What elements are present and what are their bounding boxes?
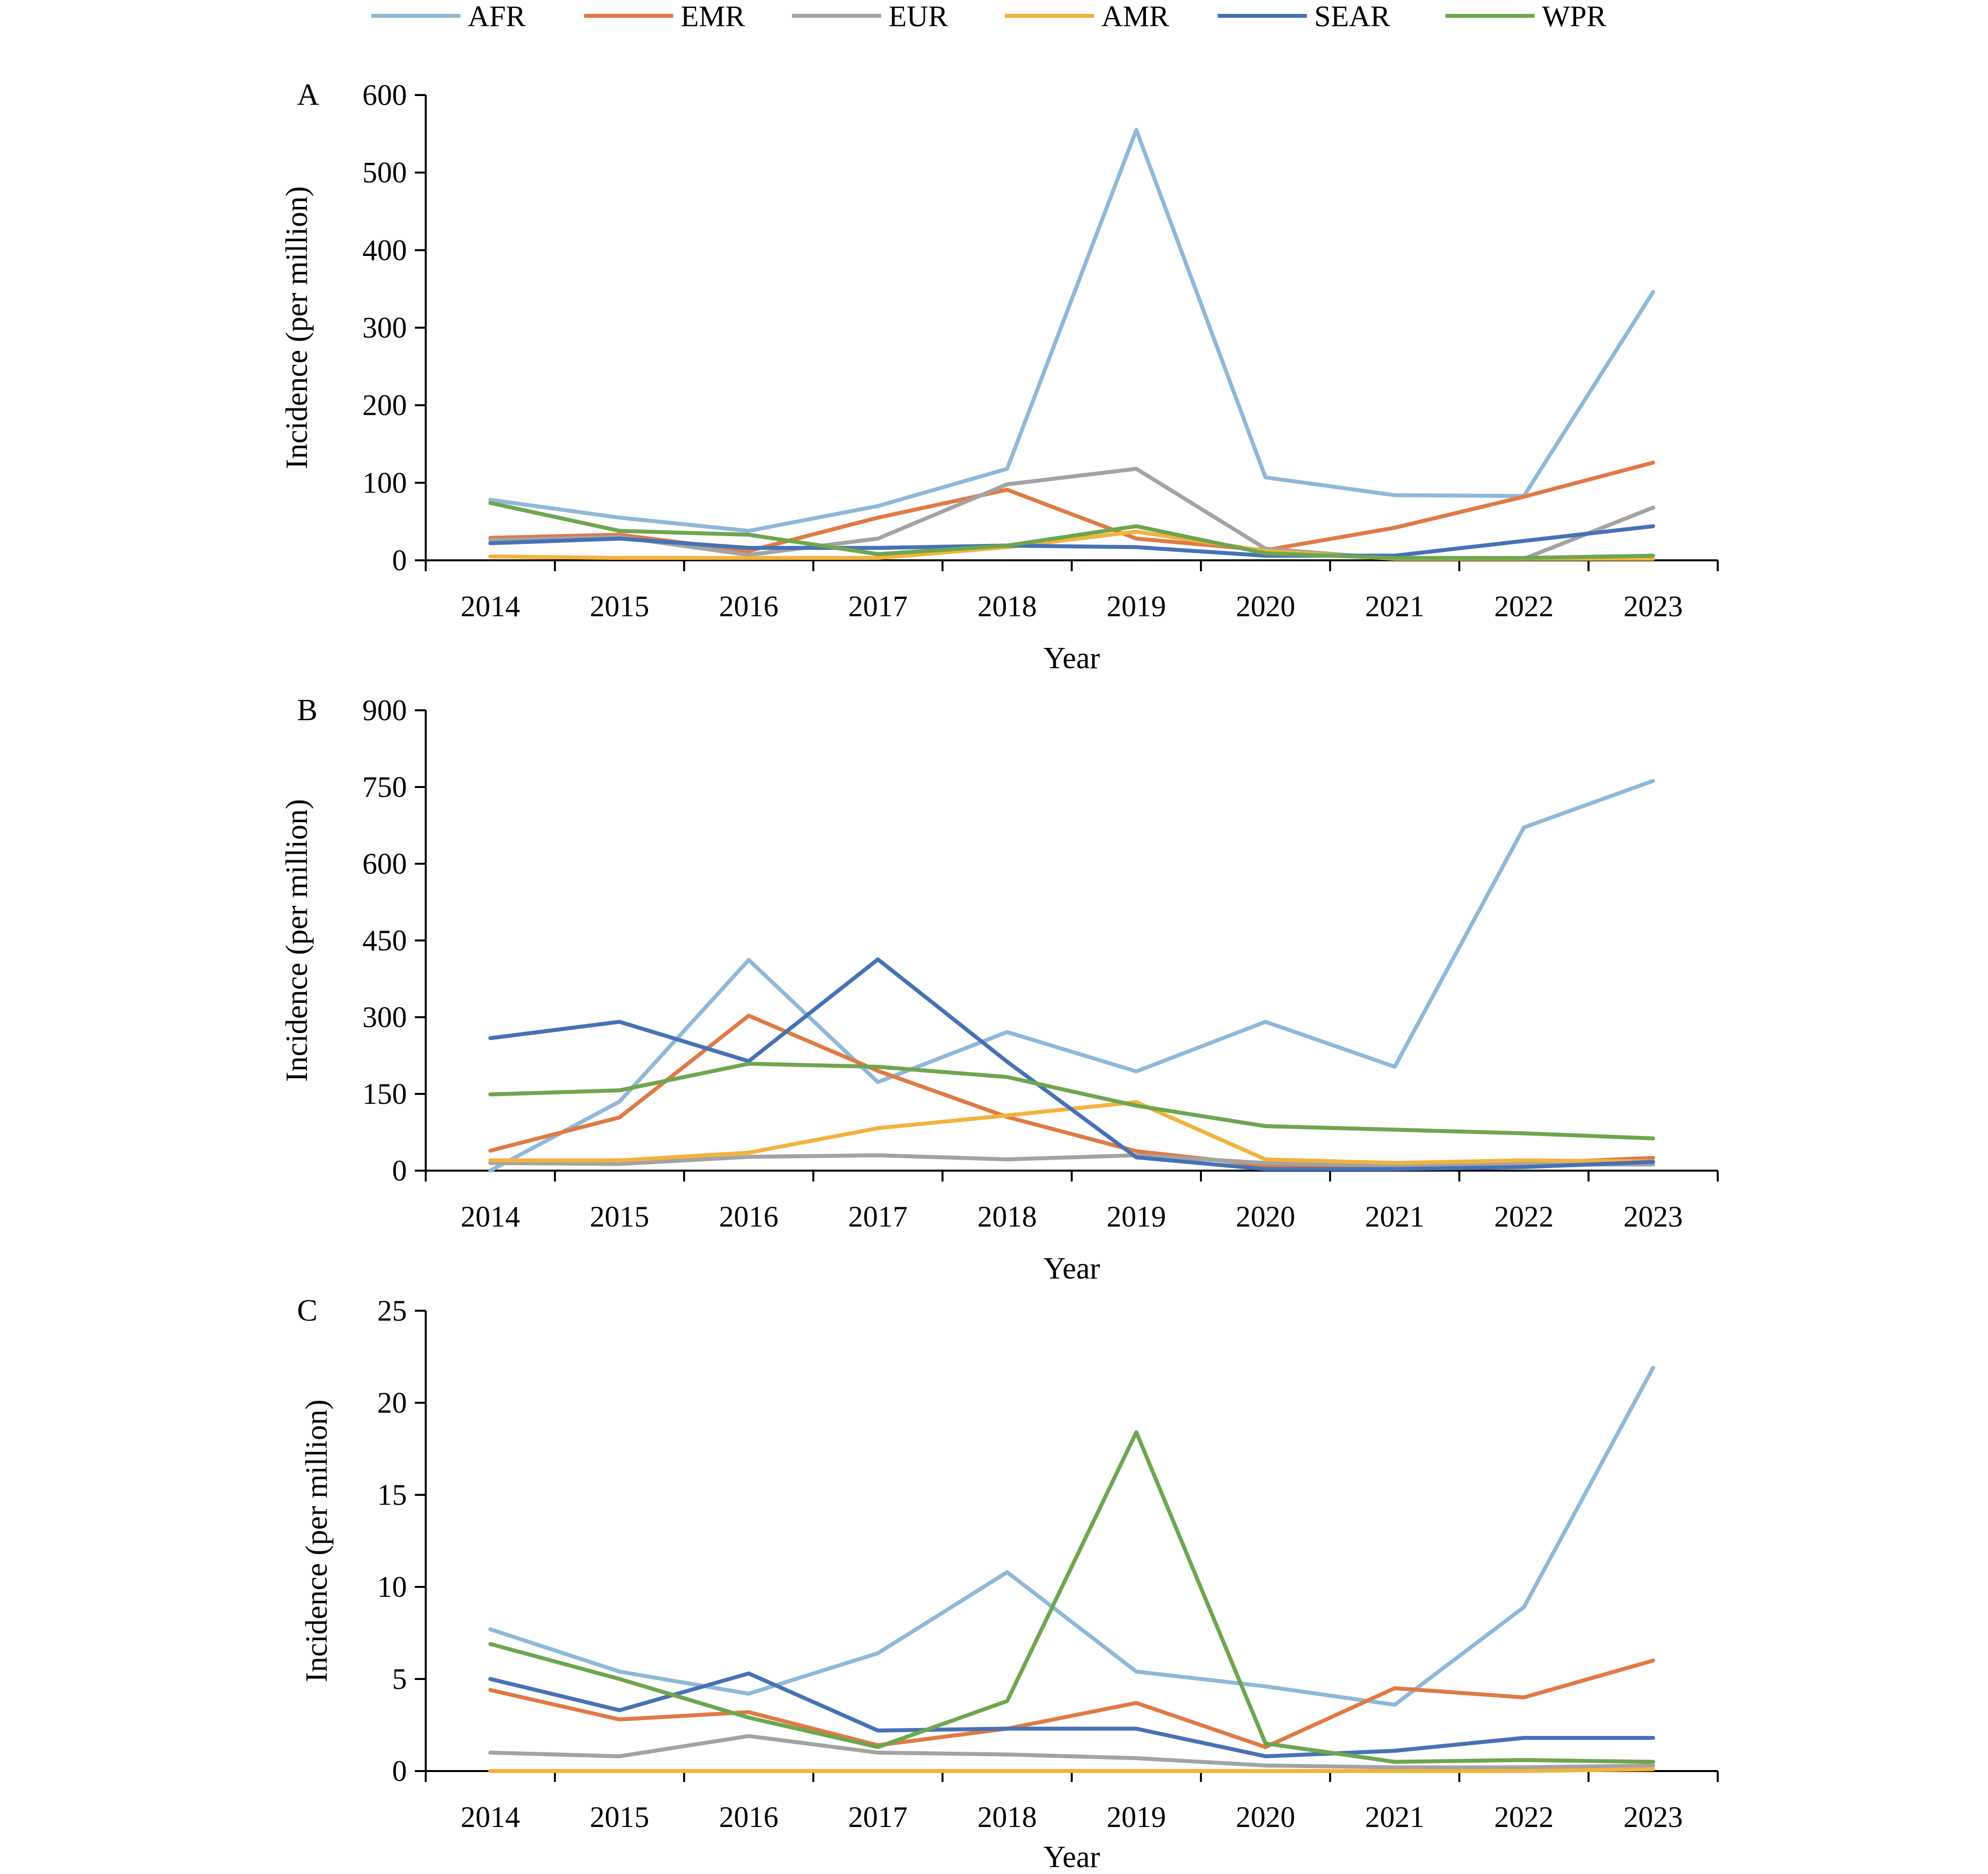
- y-tick-label: 15: [377, 1479, 407, 1511]
- x-tick-label: 2016: [719, 1801, 779, 1833]
- y-tick-label: 25: [377, 1294, 407, 1327]
- x-tick-label: 2015: [590, 1801, 649, 1833]
- x-axis-title-c: Year: [1044, 1840, 1100, 1872]
- y-tick-label: 600: [362, 847, 407, 880]
- y-axis-title-c: Incidence (per million): [300, 1399, 334, 1682]
- legend-item-sear: SEAR: [1218, 0, 1390, 33]
- panel-a: A 0 100 200 300 400 500 600 2014 2015 2016 2017 2018…: [280, 78, 1719, 675]
- panel-label-b: B: [297, 693, 317, 727]
- y-tick-label: 500: [362, 156, 407, 189]
- legend-label-wpr: WPR: [1542, 0, 1606, 33]
- y-tick-label: 450: [362, 924, 407, 957]
- y-tick-label: 600: [362, 79, 407, 111]
- legend-item-eur: EUR: [792, 0, 948, 33]
- y-tick-label: 300: [362, 311, 407, 344]
- x-tick-label: 2016: [719, 1200, 779, 1233]
- y-axis-title-b: Incidence (per million): [280, 799, 314, 1082]
- x-tick-label: 2023: [1624, 1200, 1683, 1233]
- series-line-sear: [488, 1671, 1655, 1759]
- legend-label-eur: EUR: [889, 0, 948, 33]
- legend-item-amr: AMR: [1005, 0, 1169, 33]
- x-tick-label: 2018: [978, 1200, 1037, 1233]
- series-line-afr: [488, 128, 1655, 533]
- legend-label-amr: AMR: [1101, 0, 1169, 33]
- series-line-wpr: [488, 1430, 1655, 1764]
- series-line-eur: [488, 1734, 1655, 1770]
- y-tick-label: 300: [362, 1001, 407, 1034]
- y-tick-label: 400: [362, 234, 407, 266]
- x-tick-label: 2021: [1365, 590, 1425, 623]
- x-tick-label: 2017: [848, 590, 908, 623]
- series-line-eur: [488, 1153, 1655, 1168]
- x-tick-label: 2020: [1236, 1200, 1295, 1233]
- panel-label-a: A: [297, 78, 319, 112]
- x-tick-label: 2021: [1365, 1200, 1425, 1233]
- y-axis-title-a: Incidence (per million): [280, 186, 314, 469]
- legend-item-emr: EMR: [584, 0, 745, 33]
- x-tick-label: 2023: [1624, 1801, 1683, 1833]
- y-tick-label: 20: [377, 1386, 407, 1419]
- x-tick-label: 2022: [1494, 1801, 1554, 1833]
- series-line-amr: [488, 1767, 1655, 1773]
- x-tick-label: 2018: [978, 1801, 1037, 1833]
- series-line-wpr: [488, 1062, 1655, 1140]
- series-line-wpr: [488, 501, 1655, 560]
- y-tick-label: 0: [392, 1755, 407, 1787]
- x-axis-title-b: Year: [1044, 1252, 1100, 1285]
- panel-b: B 0 150 300 450 600 750 900 2014 2015 2016 2017 2018…: [280, 693, 1719, 1285]
- panel-label-c: C: [297, 1294, 317, 1328]
- panel-c: C 0 5 10 15 20 25 2014 2015 2016 2017 2018 2019 2020 2…: [297, 1294, 1719, 1874]
- series-line-sear: [488, 524, 1655, 558]
- legend: AFR EMR EUR AMR SEAR WPR: [371, 0, 1606, 33]
- x-tick-label: 2017: [848, 1200, 908, 1233]
- legend-label-afr: AFR: [468, 0, 526, 33]
- series-line-emr: [488, 1658, 1655, 1749]
- x-tick-label: 2014: [461, 1200, 520, 1233]
- x-tick-label: 2016: [719, 590, 779, 623]
- y-tick-label: 900: [362, 694, 407, 727]
- series-line-afr: [488, 1366, 1655, 1707]
- x-tick-label: 2017: [848, 1801, 908, 1833]
- legend-label-sear: SEAR: [1314, 0, 1390, 33]
- x-tick-label: 2019: [1107, 1200, 1166, 1233]
- x-tick-label: 2023: [1624, 590, 1683, 623]
- x-tick-label: 2019: [1107, 1801, 1166, 1833]
- y-tick-label: 750: [362, 771, 407, 803]
- y-tick-label: 10: [377, 1571, 407, 1603]
- x-tick-label: 2015: [590, 1200, 649, 1233]
- y-tick-label: 200: [362, 389, 407, 422]
- series-line-sear: [488, 957, 1655, 1171]
- y-tick-label: 100: [362, 466, 407, 499]
- y-tick-label: 150: [362, 1078, 407, 1110]
- series-line-afr: [488, 779, 1655, 1173]
- x-tick-label: 2022: [1494, 1200, 1554, 1233]
- x-tick-label: 2014: [461, 590, 520, 623]
- x-tick-label: 2020: [1236, 1801, 1295, 1833]
- legend-label-emr: EMR: [681, 0, 745, 33]
- x-tick-label: 2021: [1365, 1801, 1425, 1833]
- x-tick-label: 2020: [1236, 590, 1295, 623]
- x-axis-title-a: Year: [1044, 641, 1100, 675]
- legend-item-afr: AFR: [371, 0, 526, 33]
- y-tick-label: 5: [392, 1663, 407, 1695]
- x-tick-label: 2018: [978, 590, 1037, 623]
- y-tick-label: 0: [392, 544, 407, 577]
- x-tick-label: 2019: [1107, 590, 1166, 623]
- legend-item-wpr: WPR: [1445, 0, 1606, 33]
- x-tick-label: 2015: [590, 590, 649, 623]
- x-tick-label: 2014: [461, 1801, 520, 1833]
- y-tick-label: 0: [392, 1154, 407, 1187]
- x-tick-label: 2022: [1494, 590, 1554, 623]
